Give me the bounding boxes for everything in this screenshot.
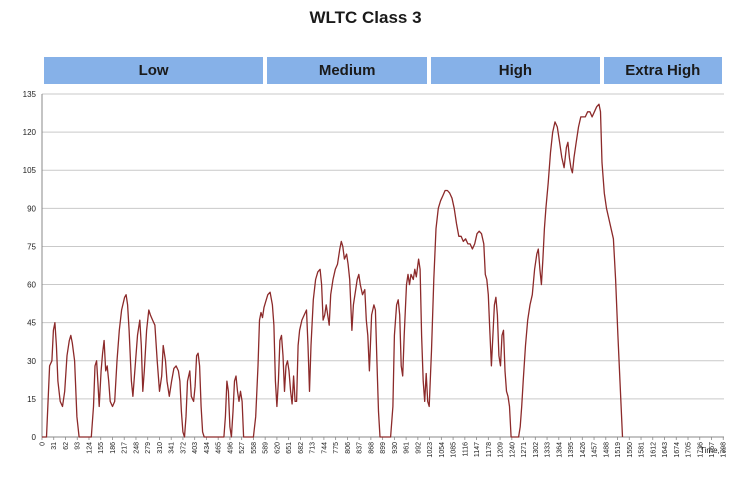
x-tick-label: 1705 xyxy=(686,442,693,458)
phase-band-low: Low xyxy=(44,57,264,84)
x-tick-label: 1488 xyxy=(603,442,610,458)
phase-band-medium: Medium xyxy=(267,57,428,84)
x-tick-label: 372 xyxy=(180,442,187,454)
x-tick-label: 1612 xyxy=(650,442,657,458)
x-tick-label: 1395 xyxy=(568,442,575,458)
x-tick-label: 124 xyxy=(86,442,93,454)
x-tick-label: 1240 xyxy=(509,442,516,458)
y-tick-label: 90 xyxy=(27,204,36,213)
x-tick-label: 1116 xyxy=(462,442,469,457)
x-tick-label: 899 xyxy=(380,442,387,454)
x-tick-label: 155 xyxy=(98,442,105,454)
x-tick-label: 1581 xyxy=(639,442,646,458)
x-tick-label: 837 xyxy=(357,442,364,454)
x-tick-label: 217 xyxy=(122,442,129,454)
x-tick-label: 1085 xyxy=(451,442,458,458)
x-tick-label: 1147 xyxy=(474,442,481,457)
x-tick-label: 1178 xyxy=(486,442,493,457)
x-tick-label: 1302 xyxy=(533,442,540,458)
x-tick-label: 1054 xyxy=(439,442,446,458)
y-tick-label: 60 xyxy=(27,281,36,290)
y-tick-label: 135 xyxy=(23,90,37,99)
x-tick-label: 248 xyxy=(133,442,140,454)
y-tick-label: 30 xyxy=(27,357,36,366)
y-tick-label: 105 xyxy=(23,166,37,175)
x-tick-label: 961 xyxy=(404,442,411,454)
x-tick-label: 1519 xyxy=(615,442,622,458)
x-tick-label: 713 xyxy=(310,442,317,454)
y-tick-label: 0 xyxy=(32,433,37,442)
x-tick-label: 744 xyxy=(321,442,328,454)
x-tick-label: 651 xyxy=(286,442,293,454)
x-tick-label: 589 xyxy=(263,442,270,454)
chart-title: WLTC Class 3 xyxy=(309,8,422,27)
x-tick-label: 62 xyxy=(63,442,70,450)
series-line-speed xyxy=(42,103,624,438)
x-tick-label: 1209 xyxy=(498,442,505,458)
y-tick-label: 120 xyxy=(23,128,37,137)
x-tick-label: 1736 xyxy=(697,442,704,458)
x-tick-label: 496 xyxy=(227,442,234,454)
x-tick-label: 620 xyxy=(274,442,281,454)
x-tick-label: 279 xyxy=(145,442,152,454)
phase-band-extra-high: Extra High xyxy=(603,57,722,84)
x-tick-label: 930 xyxy=(392,442,399,454)
x-tick-label: 1798 xyxy=(721,442,728,458)
x-tick-label: 558 xyxy=(251,442,258,454)
y-tick-label: 75 xyxy=(27,242,36,251)
x-tick-label: 806 xyxy=(345,442,352,454)
phase-band-high: High xyxy=(431,57,600,84)
x-tick-label: 1333 xyxy=(545,442,552,458)
x-tick-label: 465 xyxy=(216,442,223,454)
x-tick-label: 341 xyxy=(169,442,176,454)
y-tick-label: 15 xyxy=(27,395,36,404)
x-tick-label: 682 xyxy=(298,442,305,454)
x-tick-label: 186 xyxy=(110,442,117,454)
x-tick-label: 1364 xyxy=(556,442,563,458)
x-tick-label: 1643 xyxy=(662,442,669,458)
x-tick-label: 310 xyxy=(157,442,164,454)
x-tick-label: 434 xyxy=(204,442,211,454)
x-tick-label: 0 xyxy=(40,442,47,446)
x-tick-label: 775 xyxy=(333,442,340,454)
x-tick-label: 1550 xyxy=(627,442,634,458)
x-tick-label: 868 xyxy=(368,442,375,454)
x-tick-label: 1457 xyxy=(592,442,599,458)
x-tick-label: 1426 xyxy=(580,442,587,458)
x-tick-label: 93 xyxy=(75,442,82,450)
x-tick-label: 527 xyxy=(239,442,246,454)
y-tick-label: 45 xyxy=(27,319,36,328)
x-tick-label: 1271 xyxy=(521,442,528,458)
x-tick-label: 1767 xyxy=(709,442,716,458)
x-tick-label: 1023 xyxy=(427,442,434,458)
x-tick-label: 992 xyxy=(415,442,422,454)
x-tick-label: 1674 xyxy=(674,442,681,458)
x-tick-label: 31 xyxy=(51,442,58,450)
x-tick-label: 403 xyxy=(192,442,199,454)
x-axis-label: Time, s xyxy=(700,446,726,455)
